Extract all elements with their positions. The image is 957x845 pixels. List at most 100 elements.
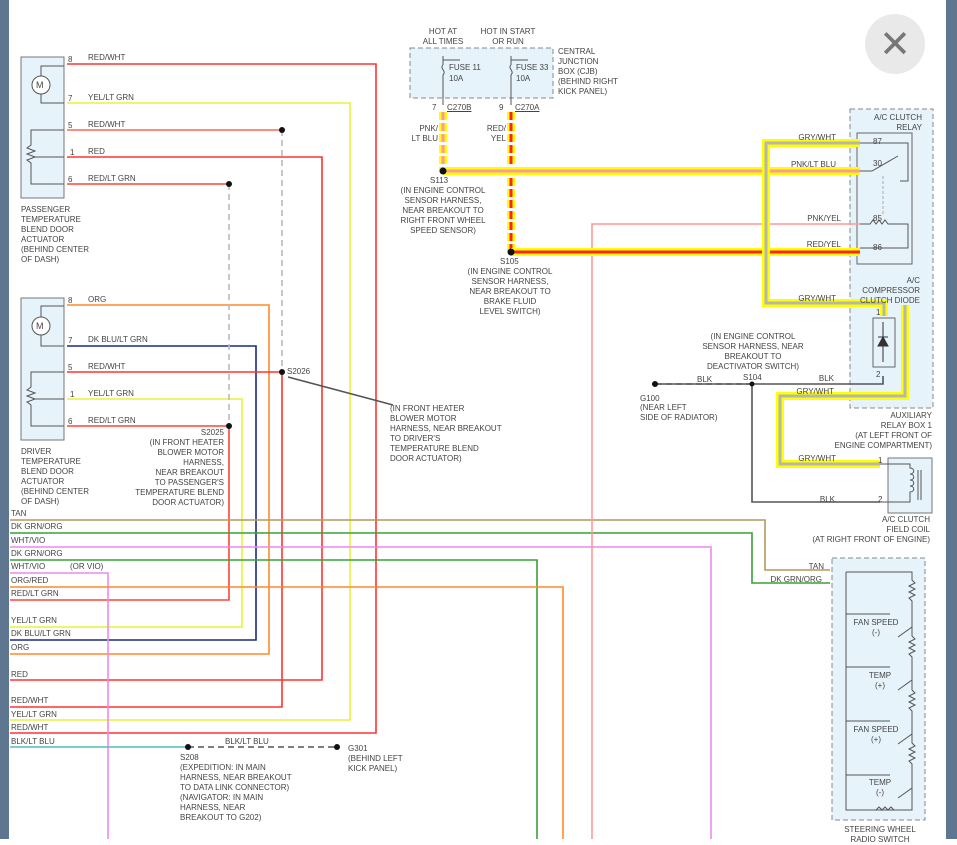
switch-sign: (-) [876, 788, 884, 797]
hot-in-start-or-run-label: HOT IN START OR RUN [480, 27, 536, 46]
potentiometer-icon [25, 371, 64, 427]
passenger-actuator-label: PASSENGER TEMPERATURE BLEND DOOR ACTUATO… [21, 205, 90, 264]
pin-number: 7 [68, 94, 73, 103]
wire-label: RED/ YEL [486, 124, 506, 143]
resistor-ladder-icon [845, 571, 917, 811]
bus-wire-label: YEL/LT GRN [11, 710, 57, 719]
relay-pin: 85 [873, 214, 882, 223]
bus-wire-label: WHT/VIO [11, 562, 46, 571]
wire-label: RED/YEL [806, 240, 841, 249]
relay-pin: 87 [873, 137, 882, 146]
bus-wire-label: DK BLU/LT GRN [11, 629, 71, 638]
ground-g100-id: G100 [640, 394, 660, 403]
relay-pin: 30 [873, 159, 882, 168]
wire-label: RED/WHT [88, 362, 126, 371]
bus-wire-label: DK GRN/ORG [11, 549, 63, 558]
splice-s2026-id: S2026 [287, 367, 311, 376]
steering-switch-box [831, 557, 926, 821]
wire-label: RED/LT GRN [88, 174, 136, 183]
field-coil-label: A/C CLUTCH FIELD COIL (AT RIGHT FRONT OF… [812, 515, 930, 544]
diode-icon [877, 322, 889, 362]
fuse-33-rating: 10A [516, 74, 531, 83]
diode-label: A/C COMPRESSOR CLUTCH DIODE [859, 276, 920, 305]
actuator-wires [10, 63, 884, 839]
pin-number: 8 [68, 296, 73, 305]
bus-wire-label: RED/WHT [11, 723, 49, 732]
splice-s104-note: (IN ENGINE CONTROL SENSOR HARNESS, NEAR … [702, 332, 804, 371]
wire-label: PNK/LT BLU [790, 160, 836, 169]
ground-g301-note: (BEHIND LEFT KICK PANEL) [348, 754, 403, 773]
steering-switch-label: STEERING WHEEL RADIO SWITCH [844, 825, 916, 844]
bus-wire-label: ORG/RED [11, 576, 49, 585]
coil-icon [880, 463, 922, 503]
switch-sign: (+) [875, 681, 885, 690]
wire-label: YEL/LT GRN [88, 389, 134, 398]
wire-label: RED/WHT [88, 53, 126, 62]
splice-s113-id: S113 [430, 176, 449, 185]
pin-number: 7 [68, 336, 73, 345]
potentiometer-icon [25, 129, 64, 185]
switch-temp-minus: TEMP [868, 778, 892, 787]
connector-pin: 9 [499, 103, 504, 112]
bus-wire-label: DK GRN/ORG [11, 522, 63, 531]
splice-s208-note: (EXPEDITION: IN MAIN HARNESS, NEAR BREAK… [180, 763, 292, 822]
wire-label: GRY/WHT [796, 387, 834, 396]
wire-label: GRY/WHT [798, 133, 836, 142]
wire-label: DK GRN/ORG [770, 575, 822, 584]
aux-relay-box-label: AUXILIARY RELAY BOX 1 (AT LEFT FRONT OF … [834, 411, 932, 450]
bus-wire-label: RED/WHT [11, 696, 49, 705]
pin-number: 5 [68, 363, 73, 372]
diode-pin: 2 [876, 370, 881, 379]
connector-pin: 7 [432, 103, 437, 112]
wire-label: BLK [818, 374, 834, 383]
bus-wire-label: RED/LT GRN [11, 589, 59, 598]
splice-s113-note: (IN ENGINE CONTROL SENSOR HARNESS, NEAR … [400, 186, 486, 235]
window-frame-right [946, 0, 957, 839]
pin-number: 5 [68, 121, 73, 130]
coil-pin: 1 [878, 456, 883, 465]
wire-label: DK BLU/LT GRN [88, 335, 148, 344]
pin-number: 8 [68, 55, 73, 64]
splice-dots [185, 127, 755, 750]
diode-pin: 1 [876, 308, 881, 317]
pin-number: 6 [68, 175, 73, 184]
motor-label: M [36, 321, 44, 331]
wire-label: ORG [88, 295, 107, 304]
close-button[interactable]: ✕ [865, 14, 925, 74]
bus-wire-label: RED [11, 670, 28, 679]
motor-label: M [36, 80, 44, 90]
hot-at-all-times-label: HOT AT ALL TIMES [422, 27, 464, 46]
pin-number: 6 [68, 417, 73, 426]
window-frame-left [0, 0, 9, 839]
splice-s2026-note: (IN FRONT HEATER BLOWER MOTOR HARNESS, N… [390, 404, 502, 463]
bus-wire-label: BLK/LT BLU [11, 737, 55, 746]
wire-label: BLK/LT BLU [225, 737, 269, 746]
coil-pin: 2 [878, 495, 883, 504]
splice-s208-id: S208 [180, 753, 199, 762]
close-icon: ✕ [879, 23, 911, 66]
wire-label: BLK [819, 495, 835, 504]
switch-sign: (+) [871, 735, 881, 744]
splice-s2025-id: S2025 [200, 428, 224, 437]
fuse-11-rating: 10A [449, 74, 464, 83]
cjb-box [409, 47, 554, 99]
bus-wire-label: WHT/VIO [11, 536, 46, 545]
cjb-label: CENTRAL JUNCTION BOX (CJB) (BEHIND RIGHT… [558, 47, 618, 96]
motor-icon [31, 305, 64, 347]
fuse-icon [441, 56, 528, 105]
fuse-11-name: FUSE 11 [449, 63, 481, 72]
relay-label: A/C CLUTCH RELAY [873, 113, 922, 132]
wire-label: RED/LT GRN [88, 416, 136, 425]
splice-s105-note: (IN ENGINE CONTROL SENSOR HARNESS, NEAR … [467, 267, 553, 316]
pin-number: 1 [70, 148, 75, 157]
wire-label: PNK/ LT BLU [411, 124, 438, 143]
wire-label: PNK/YEL [807, 214, 841, 223]
switch-temp-plus: TEMP [868, 671, 892, 680]
splice-s105-id: S105 [500, 257, 519, 266]
highlighted-circuit [439, 112, 909, 468]
wire-label: BLK [697, 375, 713, 384]
splice-s104-id: S104 [743, 373, 762, 382]
switch-fan-speed-minus: FAN SPEED [853, 618, 899, 627]
wire-label: TAN [808, 562, 824, 571]
